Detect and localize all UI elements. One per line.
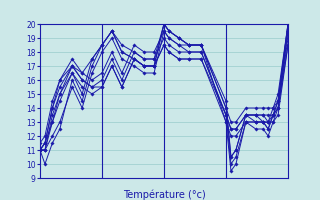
X-axis label: Température (°c): Température (°c) bbox=[123, 189, 205, 200]
